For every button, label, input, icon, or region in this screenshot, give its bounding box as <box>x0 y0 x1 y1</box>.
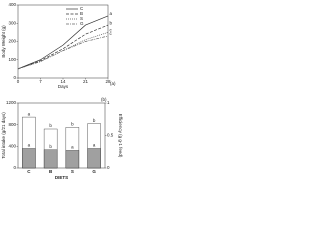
bar-letter: b <box>49 123 52 128</box>
y-tick-label: 400 <box>8 2 16 7</box>
x-tick-label: 7 <box>39 79 42 84</box>
y-tick-label: 0 <box>13 165 16 170</box>
x-tick-label: S <box>71 169 74 174</box>
x-axis-label: Days <box>58 84 69 89</box>
x-tick-label: 0 <box>17 79 20 84</box>
series-line <box>17 35 109 70</box>
y-tick-label: 400 <box>8 144 16 149</box>
bar <box>65 150 80 169</box>
panel-label: (a) <box>110 81 116 86</box>
x-tick-label: 21 <box>83 79 89 84</box>
legend-label: B <box>80 11 83 16</box>
y-axis-label: Total intake (g/21 days) <box>1 112 6 159</box>
x-tick-label: C <box>27 169 31 174</box>
bar <box>22 148 36 169</box>
y2-tick-label: 0 <box>107 165 110 170</box>
bar <box>87 148 101 169</box>
y-tick-label: 200 <box>8 39 16 44</box>
bar-letter: a <box>28 143 31 148</box>
y2-axis-label: Efficiency (g g-1 feed) <box>118 114 123 158</box>
bar-letter: b <box>71 122 74 127</box>
bar-letter: a <box>28 111 31 116</box>
end-letter: a <box>110 11 113 16</box>
y-tick-label: 300 <box>8 20 16 25</box>
y-tick-label: 0 <box>13 75 16 80</box>
bar-letter: a <box>71 145 74 150</box>
bar-letter: a <box>93 143 96 148</box>
x-tick-label: G <box>92 169 96 174</box>
plot-frame <box>17 4 109 79</box>
panel-label: (b) <box>101 97 107 102</box>
y-tick-label: 100 <box>8 57 16 62</box>
end-letter: b <box>110 20 113 25</box>
y-tick-label: 800 <box>8 122 16 127</box>
y2-tick-label: 1 <box>107 100 110 105</box>
legend-label: C <box>80 6 84 11</box>
end-letter: c <box>110 28 113 33</box>
y-tick-label: 1200 <box>6 100 17 105</box>
x-axis-label: DIETS <box>55 175 68 180</box>
x-tick-label: B <box>49 169 53 174</box>
y-axis-label: Body Weight (g) <box>1 25 6 58</box>
legend-label: S <box>80 16 83 21</box>
y2-tick-label: 0.5 <box>107 133 114 138</box>
bar-letter: b <box>93 118 96 123</box>
end-letter: c <box>110 31 113 36</box>
bar-letter: b <box>49 144 52 149</box>
x-tick-label: 14 <box>60 79 66 84</box>
series-line <box>17 15 109 70</box>
bar <box>43 149 58 169</box>
series-line <box>17 24 109 70</box>
x-tick-label: 28 <box>105 79 111 84</box>
legend-label: G <box>80 21 84 26</box>
